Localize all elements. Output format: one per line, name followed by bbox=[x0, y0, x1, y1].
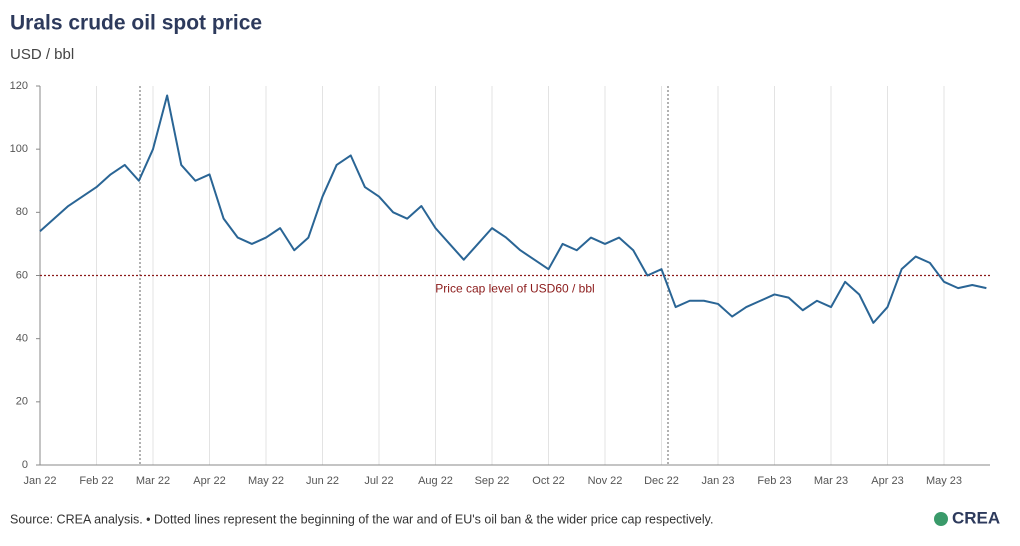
x-tick-label: Jun 22 bbox=[306, 475, 339, 487]
source-note: Source: CREA analysis. • Dotted lines re… bbox=[10, 512, 713, 526]
x-tick-label: Sep 22 bbox=[475, 475, 510, 487]
y-tick-label: 0 bbox=[22, 459, 28, 471]
x-tick-label: Jan 23 bbox=[701, 475, 734, 487]
x-tick-label: Apr 22 bbox=[193, 475, 225, 487]
y-tick-label: 40 bbox=[16, 333, 28, 345]
x-tick-label: Feb 23 bbox=[757, 475, 791, 487]
x-tick-label: May 22 bbox=[248, 475, 284, 487]
x-tick-label: Jan 22 bbox=[23, 475, 56, 487]
x-tick-label: Jul 22 bbox=[364, 475, 393, 487]
x-tick-label: Apr 23 bbox=[871, 475, 903, 487]
y-tick-label: 120 bbox=[10, 80, 28, 92]
price-line bbox=[39, 94, 987, 324]
y-tick-label: 80 bbox=[16, 206, 28, 218]
chart-subtitle: USD / bbl bbox=[10, 46, 74, 63]
x-tick-label: Oct 22 bbox=[532, 475, 564, 487]
x-tick-label: Aug 22 bbox=[418, 475, 453, 487]
x-tick-label: Nov 22 bbox=[588, 475, 623, 487]
logo-icon bbox=[934, 512, 948, 526]
y-tick-label: 60 bbox=[16, 269, 28, 281]
x-tick-label: Mar 23 bbox=[814, 475, 848, 487]
logo: CREA bbox=[952, 508, 1000, 527]
y-tick-label: 100 bbox=[10, 143, 28, 155]
x-tick-label: Dec 22 bbox=[644, 475, 679, 487]
x-tick-label: Mar 22 bbox=[136, 475, 170, 487]
chart-title: Urals crude oil spot price bbox=[10, 12, 262, 35]
x-tick-label: May 23 bbox=[926, 475, 962, 487]
y-tick-label: 20 bbox=[16, 396, 28, 408]
price-cap-label: Price cap level of USD60 / bbl bbox=[435, 282, 594, 296]
x-tick-label: Feb 22 bbox=[79, 475, 113, 487]
